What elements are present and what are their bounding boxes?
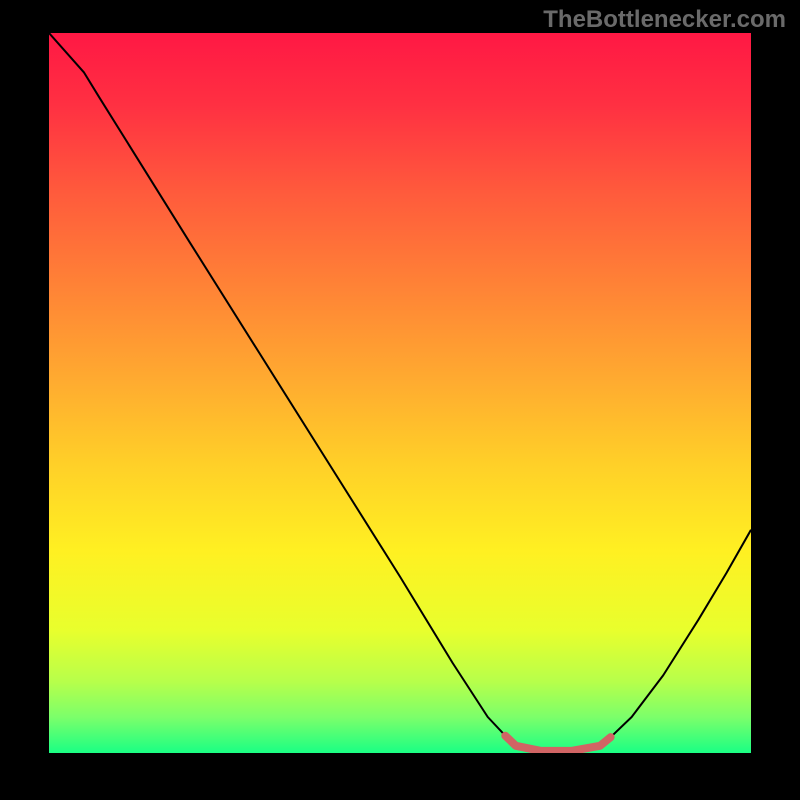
plot-svg <box>49 33 751 753</box>
plot-area <box>49 33 751 753</box>
watermark-text: TheBottlenecker.com <box>543 6 786 34</box>
gradient-background <box>49 33 751 753</box>
chart-stage: TheBottlenecker.com <box>0 0 800 800</box>
